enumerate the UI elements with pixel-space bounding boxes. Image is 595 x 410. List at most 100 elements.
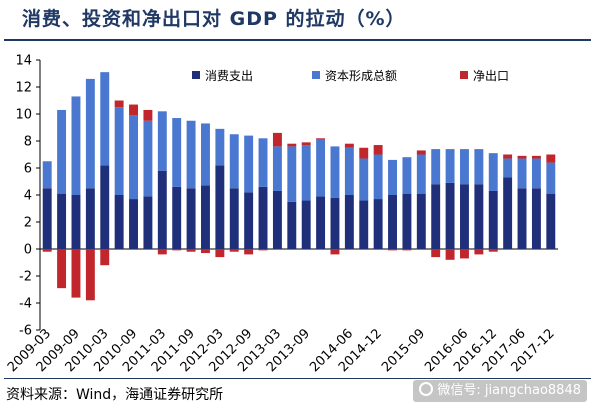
bar-net-exports <box>258 249 268 251</box>
bar-net-exports <box>388 249 397 251</box>
bar-consumption <box>445 182 455 249</box>
bar-net-exports <box>301 142 311 146</box>
legend-label: 消费支出 <box>205 69 253 83</box>
bar-consumption <box>546 193 556 249</box>
bar-net-exports <box>546 154 556 163</box>
y-tick-label: 12 <box>15 81 32 96</box>
bar-investment <box>157 111 167 171</box>
bar-net-exports <box>215 249 225 258</box>
bar-net-exports <box>186 249 196 252</box>
bar-net-exports <box>344 143 354 148</box>
bar-investment <box>114 107 124 195</box>
bar-investment <box>172 118 182 187</box>
legend-swatch-investment <box>312 71 320 79</box>
bar-investment <box>488 153 498 191</box>
title-rule <box>4 39 591 41</box>
wechat-icon <box>419 382 434 396</box>
bar-net-exports <box>474 249 484 255</box>
y-tick-label: -4 <box>19 297 32 312</box>
source-rule <box>4 378 591 379</box>
legend-label: 资本形成总额 <box>325 69 397 83</box>
bar-consumption <box>42 188 52 249</box>
bar-consumption <box>460 184 469 249</box>
bar-consumption <box>388 195 397 249</box>
bar-investment <box>460 149 469 185</box>
bar-net-exports <box>143 109 153 121</box>
bar-net-exports <box>287 143 297 147</box>
bar-investment <box>71 96 81 195</box>
wechat-watermark: 微信号: jiangchao8848 <box>413 380 587 402</box>
legend-swatch-net-exports <box>460 71 468 79</box>
bar-net-exports <box>330 249 340 255</box>
bar-investment <box>258 138 268 187</box>
bar-investment <box>201 123 210 186</box>
bar-net-exports <box>57 249 67 289</box>
bar-net-exports <box>503 154 513 159</box>
bar-investment <box>287 146 297 202</box>
stacked-bar-chart: -6-4-2024681012142009-032009-092010-0320… <box>5 54 558 375</box>
bar-investment <box>546 162 556 194</box>
bar-consumption <box>287 201 297 249</box>
bar-consumption <box>344 195 354 249</box>
watermark-text: 微信号: jiangchao8848 <box>437 383 581 398</box>
bar-consumption <box>488 190 498 249</box>
bar-investment <box>388 159 397 195</box>
bar-net-exports <box>42 249 52 252</box>
bar-net-exports <box>359 147 369 159</box>
bar-net-exports <box>100 249 110 266</box>
bar-investment <box>229 134 239 189</box>
bar-net-exports <box>114 100 124 108</box>
bar-consumption <box>531 188 541 249</box>
bar-net-exports <box>157 249 167 255</box>
bar-consumption <box>272 190 282 249</box>
bar-investment <box>517 158 527 189</box>
bar-net-exports <box>531 155 541 159</box>
bar-net-exports <box>373 145 383 155</box>
bar-consumption <box>143 196 153 249</box>
bar-investment <box>359 158 369 201</box>
bar-consumption <box>129 199 138 249</box>
bar-investment <box>445 149 455 183</box>
bar-consumption <box>416 193 426 249</box>
bar-consumption <box>474 184 484 249</box>
bar-investment <box>100 72 110 166</box>
bar-investment <box>244 135 254 193</box>
bar-investment <box>215 128 225 166</box>
bar-consumption <box>85 188 95 249</box>
bar-consumption <box>402 193 412 249</box>
bar-investment <box>186 120 196 189</box>
bar-investment <box>272 146 282 191</box>
bar-net-exports <box>129 104 138 116</box>
bar-net-exports <box>229 249 239 252</box>
bar-net-exports <box>517 155 527 159</box>
y-tick-label: 6 <box>24 162 32 177</box>
chart-title: 消费、投资和净出口对 GDP 的拉动（%） <box>22 8 406 30</box>
bar-consumption <box>431 184 441 249</box>
y-tick-label: 0 <box>24 243 32 258</box>
legend-label: 净出口 <box>473 69 509 83</box>
bar-investment <box>344 147 354 195</box>
bar-consumption <box>71 195 81 249</box>
bar-consumption <box>114 195 124 249</box>
bar-consumption <box>373 199 383 249</box>
y-tick-label: 4 <box>24 189 32 204</box>
legend-swatch-consumption <box>192 71 200 79</box>
bar-consumption <box>503 177 513 249</box>
y-tick-label: 10 <box>15 108 32 123</box>
bar-investment <box>503 158 513 178</box>
bar-consumption <box>100 165 110 249</box>
y-tick-label: -6 <box>19 324 32 339</box>
bar-net-exports <box>431 249 441 258</box>
bar-net-exports <box>201 249 210 254</box>
bar-investment <box>316 139 326 197</box>
bar-investment <box>330 146 340 198</box>
y-tick-label: 14 <box>15 54 32 69</box>
bar-investment <box>431 149 441 185</box>
bar-consumption <box>244 192 254 249</box>
bar-consumption <box>229 188 239 249</box>
bar-consumption <box>57 193 67 249</box>
bar-consumption <box>258 186 268 249</box>
bar-net-exports <box>445 249 455 260</box>
bar-consumption <box>172 186 182 249</box>
bar-net-exports <box>402 249 412 251</box>
